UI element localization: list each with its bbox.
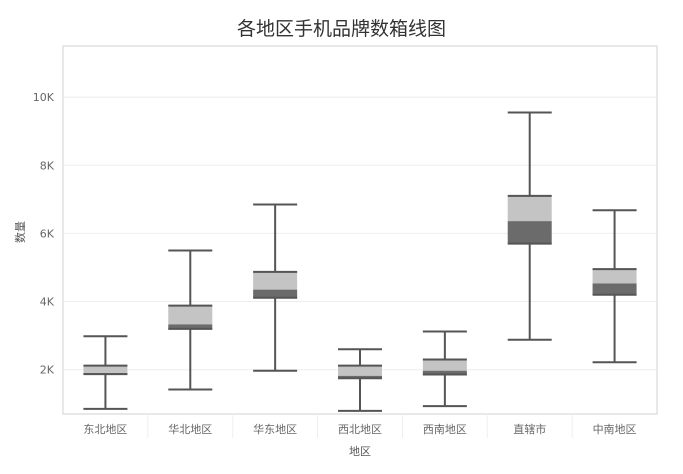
- upper-box: [338, 365, 382, 376]
- boxes: [83, 111, 637, 412]
- box-1: [83, 335, 128, 410]
- grid-lines: [63, 96, 657, 371]
- lower-box: [592, 283, 637, 295]
- x-axis-label: 地区: [349, 445, 371, 458]
- y-tick-label: 6K: [40, 227, 55, 240]
- box-5: [422, 330, 467, 408]
- x-tick-label: 中南地区: [593, 423, 637, 436]
- x-tick-label: 华北地区: [168, 422, 212, 436]
- x-tick-label: 西南地区: [423, 423, 467, 436]
- y-tick-label: 4K: [40, 296, 55, 309]
- lower-box: [168, 324, 213, 329]
- box-6: [507, 111, 552, 341]
- upper-box: [83, 365, 128, 374]
- lower-box: [422, 370, 467, 375]
- x-tick-label: 西北地区: [338, 423, 382, 436]
- y-axis-label: 数量: [14, 221, 27, 243]
- box-4: [338, 348, 382, 412]
- y-tick-label: 10K: [33, 91, 55, 104]
- upper-box: [507, 195, 552, 222]
- y-tick-label: 2K: [40, 364, 55, 377]
- upper-box: [168, 305, 213, 325]
- lower-box: [507, 221, 552, 244]
- box-7: [592, 209, 637, 364]
- lower-box: [253, 289, 298, 298]
- x-tick-label: 华东地区: [253, 422, 297, 436]
- box-3: [253, 203, 298, 372]
- x-axis-ticks: 东北地区 华北地区 华东地区 西北地区 西南地区 直辖市 中南地区: [83, 414, 637, 438]
- upper-box: [422, 359, 467, 371]
- box-2: [168, 249, 213, 391]
- upper-box: [253, 271, 298, 290]
- y-tick-label: 8K: [40, 159, 55, 172]
- lower-box: [338, 375, 382, 379]
- x-tick-label: 东北地区: [83, 423, 127, 436]
- plot-frame: [62, 45, 658, 415]
- y-axis-ticks: 2K 4K 6K 8K 10K: [33, 91, 55, 377]
- upper-box: [592, 269, 637, 284]
- x-tick-label: 直辖市: [513, 422, 546, 436]
- chart-title: 各地区手机品牌数箱线图: [236, 18, 446, 40]
